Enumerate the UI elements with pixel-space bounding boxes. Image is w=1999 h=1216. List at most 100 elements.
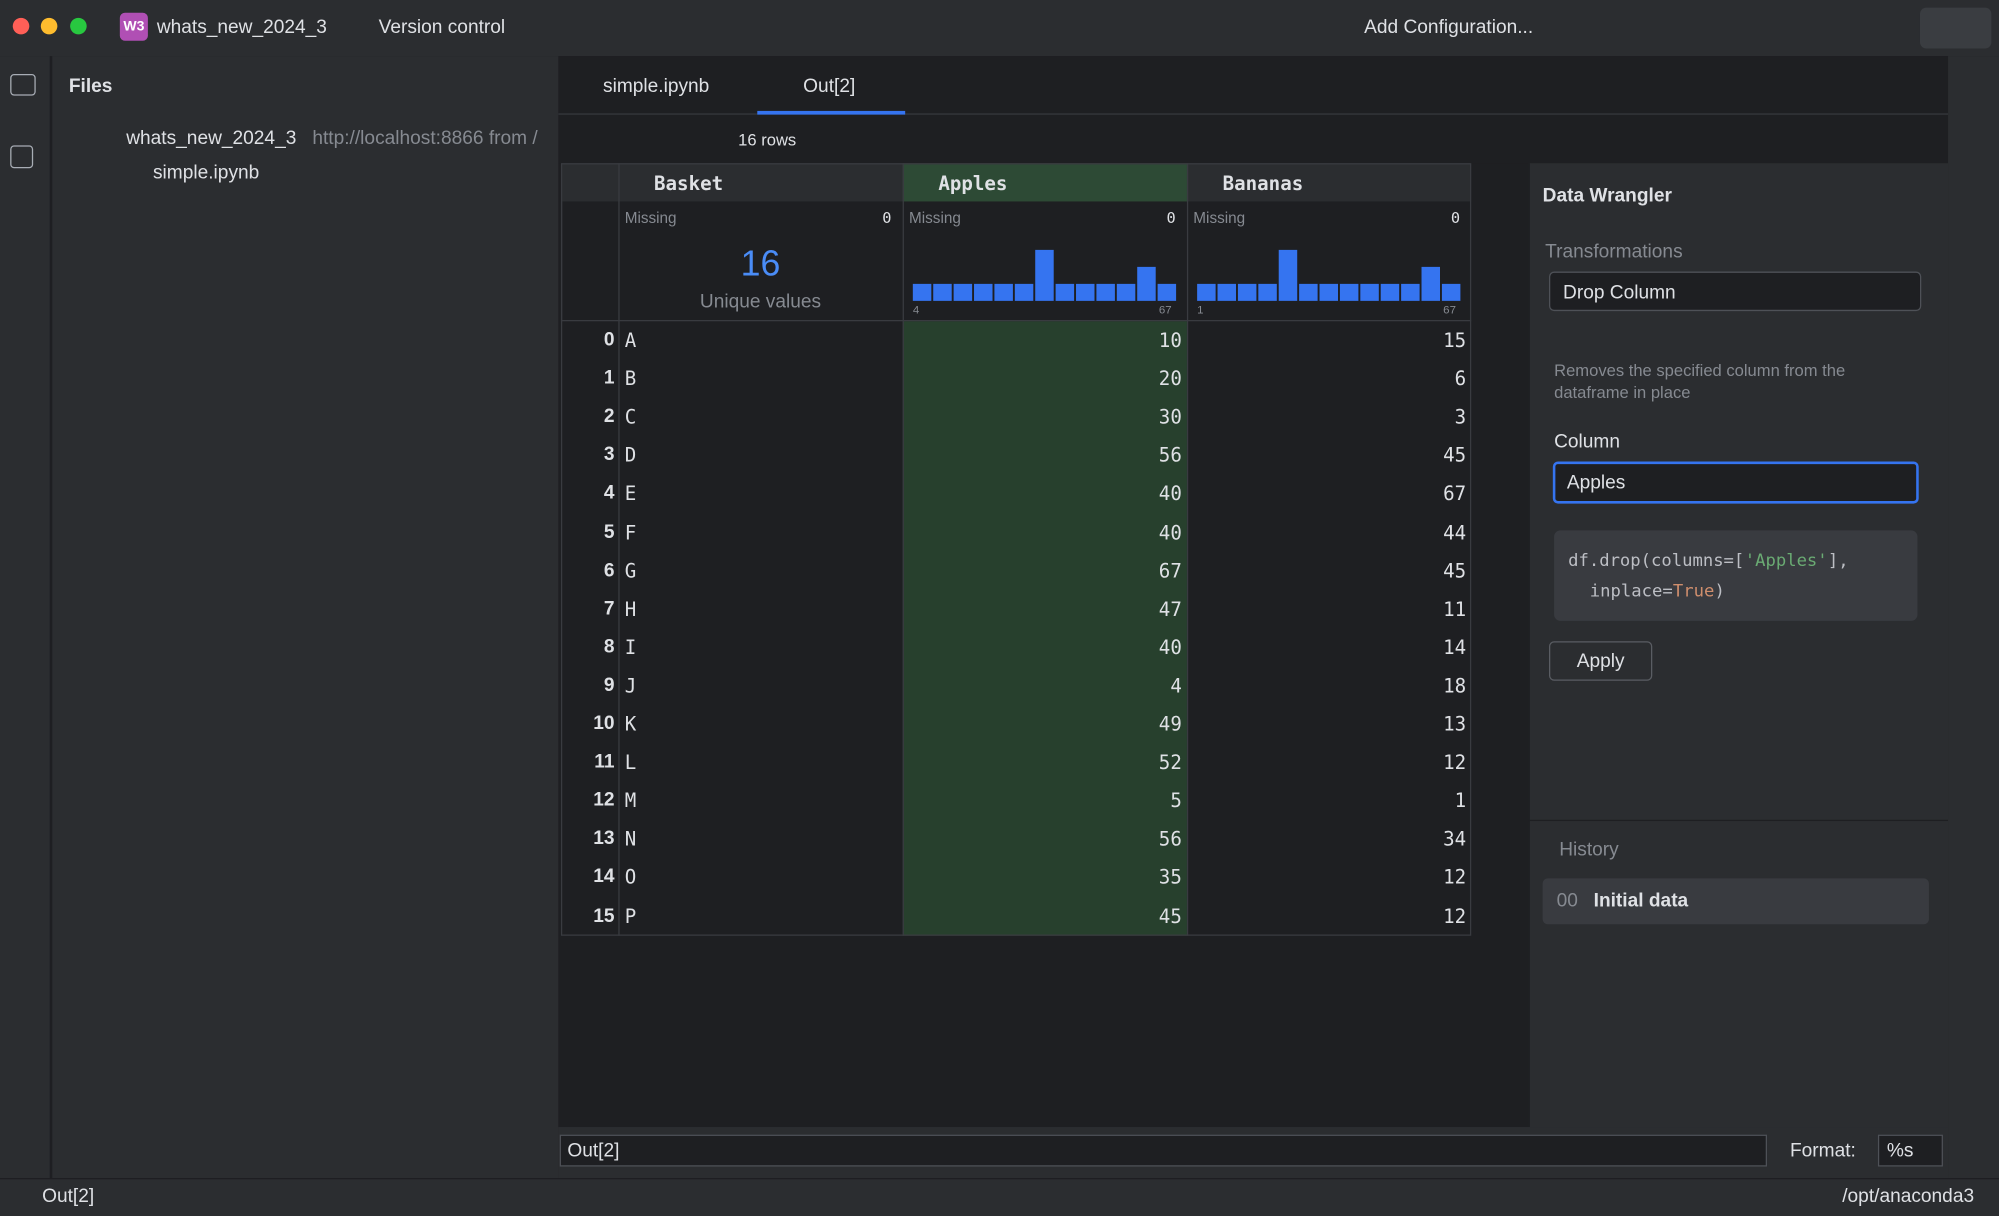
histogram-bar	[1055, 283, 1075, 301]
histogram-bar	[1339, 283, 1359, 301]
row-index: 15	[593, 904, 615, 927]
basket-cell: H	[624, 597, 637, 621]
range-max: 67	[1158, 303, 1172, 317]
wrangler-title: Data Wrangler	[1542, 184, 1672, 207]
histogram-bar	[1421, 266, 1440, 301]
history-item[interactable]	[1542, 878, 1929, 925]
apply-button[interactable]: Apply	[1549, 641, 1653, 681]
unique-label: Unique values	[699, 290, 822, 313]
basket-cell: C	[624, 405, 637, 429]
table-border	[560, 163, 1472, 936]
settings-area[interactable]	[1919, 7, 1992, 49]
histogram-bar	[933, 283, 952, 301]
code-token: inplace=	[1589, 581, 1673, 602]
tree-root[interactable]: whats_new_2024_3	[126, 127, 297, 150]
row-index: 14	[593, 866, 615, 888]
row-index: 13	[593, 827, 615, 850]
format-input[interactable]	[1877, 1134, 1943, 1167]
bananas-cell: 12	[1443, 904, 1467, 928]
bananas-cell: 45	[1443, 559, 1467, 583]
range-min: 1	[1197, 303, 1204, 317]
code-token: )	[1714, 581, 1725, 602]
structure-icon[interactable]	[10, 145, 34, 169]
bananas-cell: 13	[1443, 712, 1467, 736]
apples-cell: 45	[1158, 904, 1182, 928]
bananas-cell: 18	[1443, 674, 1467, 698]
apply-label: Apply	[1576, 650, 1625, 672]
histogram-bar	[1360, 283, 1379, 301]
tab[interactable]: simple.ipynb	[603, 75, 710, 97]
interpreter[interactable]: /opt/anaconda3	[1842, 1185, 1975, 1208]
run-config[interactable]: Add Configuration...	[1364, 16, 1534, 39]
column-select[interactable]	[1552, 461, 1919, 504]
histogram-bar	[1237, 283, 1257, 301]
project-name[interactable]: whats_new_2024_3	[156, 16, 327, 39]
tab-active[interactable]: Out[2]	[803, 75, 856, 97]
histogram-bar	[1014, 283, 1034, 301]
sidebar-title[interactable]: Files	[68, 75, 113, 97]
history-index: 00	[1556, 889, 1578, 912]
row-index: 0	[603, 328, 615, 351]
rows-selector[interactable]: 16 rows	[738, 130, 797, 150]
format-label: Format:	[1789, 1139, 1856, 1162]
column-header: Basket	[654, 172, 724, 196]
basket-cell: P	[624, 904, 637, 928]
row-index: 1	[603, 367, 615, 389]
apples-cell: 40	[1158, 635, 1182, 659]
row-index: 11	[594, 751, 615, 773]
basket-cell: E	[624, 482, 637, 506]
apples-cell: 4	[1170, 674, 1182, 698]
bananas-cell: 12	[1443, 866, 1467, 890]
tree-root-detail: http://localhost:8866 from /	[312, 127, 538, 150]
bananas-cell: 6	[1454, 367, 1467, 391]
cell-input[interactable]	[559, 1134, 1768, 1167]
bananas-cell: 44	[1443, 520, 1467, 544]
divider	[1528, 819, 1949, 822]
project-icon[interactable]	[10, 73, 36, 96]
histogram-bar	[1299, 283, 1318, 301]
tab-underline	[757, 110, 906, 115]
missing-label: Missing	[909, 209, 961, 227]
basket-cell: O	[624, 866, 637, 890]
vcs-menu[interactable]: Version control	[378, 16, 506, 39]
tree-file[interactable]: simple.ipynb	[152, 161, 260, 184]
missing-count: 0	[1166, 209, 1176, 227]
col-sep	[902, 163, 904, 936]
column-label: Column	[1554, 430, 1620, 453]
apples-cell: 10	[1158, 328, 1182, 352]
histogram-bar	[1197, 283, 1216, 301]
status-bar	[0, 1178, 1999, 1216]
range-min: 4	[912, 303, 920, 317]
apples-cell: 35	[1158, 866, 1182, 890]
basket-cell: N	[624, 827, 637, 851]
histogram-bar	[1278, 249, 1298, 301]
selected-header	[902, 163, 1187, 202]
minimize[interactable]	[40, 17, 58, 35]
bananas-cell: 11	[1443, 597, 1467, 621]
row-index: 9	[603, 674, 615, 696]
apples-cell: 49	[1158, 712, 1182, 736]
status-tab[interactable]: Out[2]	[42, 1185, 95, 1208]
histogram-bar	[912, 283, 932, 301]
bananas-cell: 67	[1443, 482, 1467, 506]
histogram-bar	[1319, 283, 1339, 301]
histogram-bar	[1116, 283, 1136, 301]
basket-cell: I	[624, 635, 637, 659]
row-index: 10	[593, 712, 615, 735]
format-value: %s	[1886, 1139, 1914, 1162]
transformation-select[interactable]	[1549, 271, 1922, 312]
code-token: ],	[1827, 550, 1849, 572]
tab-bar	[558, 56, 1949, 115]
code-token: 'Apples'	[1744, 550, 1828, 572]
title-bar	[0, 0, 1999, 57]
close[interactable]	[12, 17, 30, 35]
basket-cell: L	[624, 751, 637, 774]
row-index: 4	[603, 482, 615, 505]
maximize[interactable]	[70, 17, 87, 35]
basket-cell: F	[624, 520, 637, 544]
bananas-cell: 45	[1443, 444, 1467, 467]
range-max: 67	[1443, 303, 1456, 317]
apples-cell: 30	[1158, 405, 1182, 429]
